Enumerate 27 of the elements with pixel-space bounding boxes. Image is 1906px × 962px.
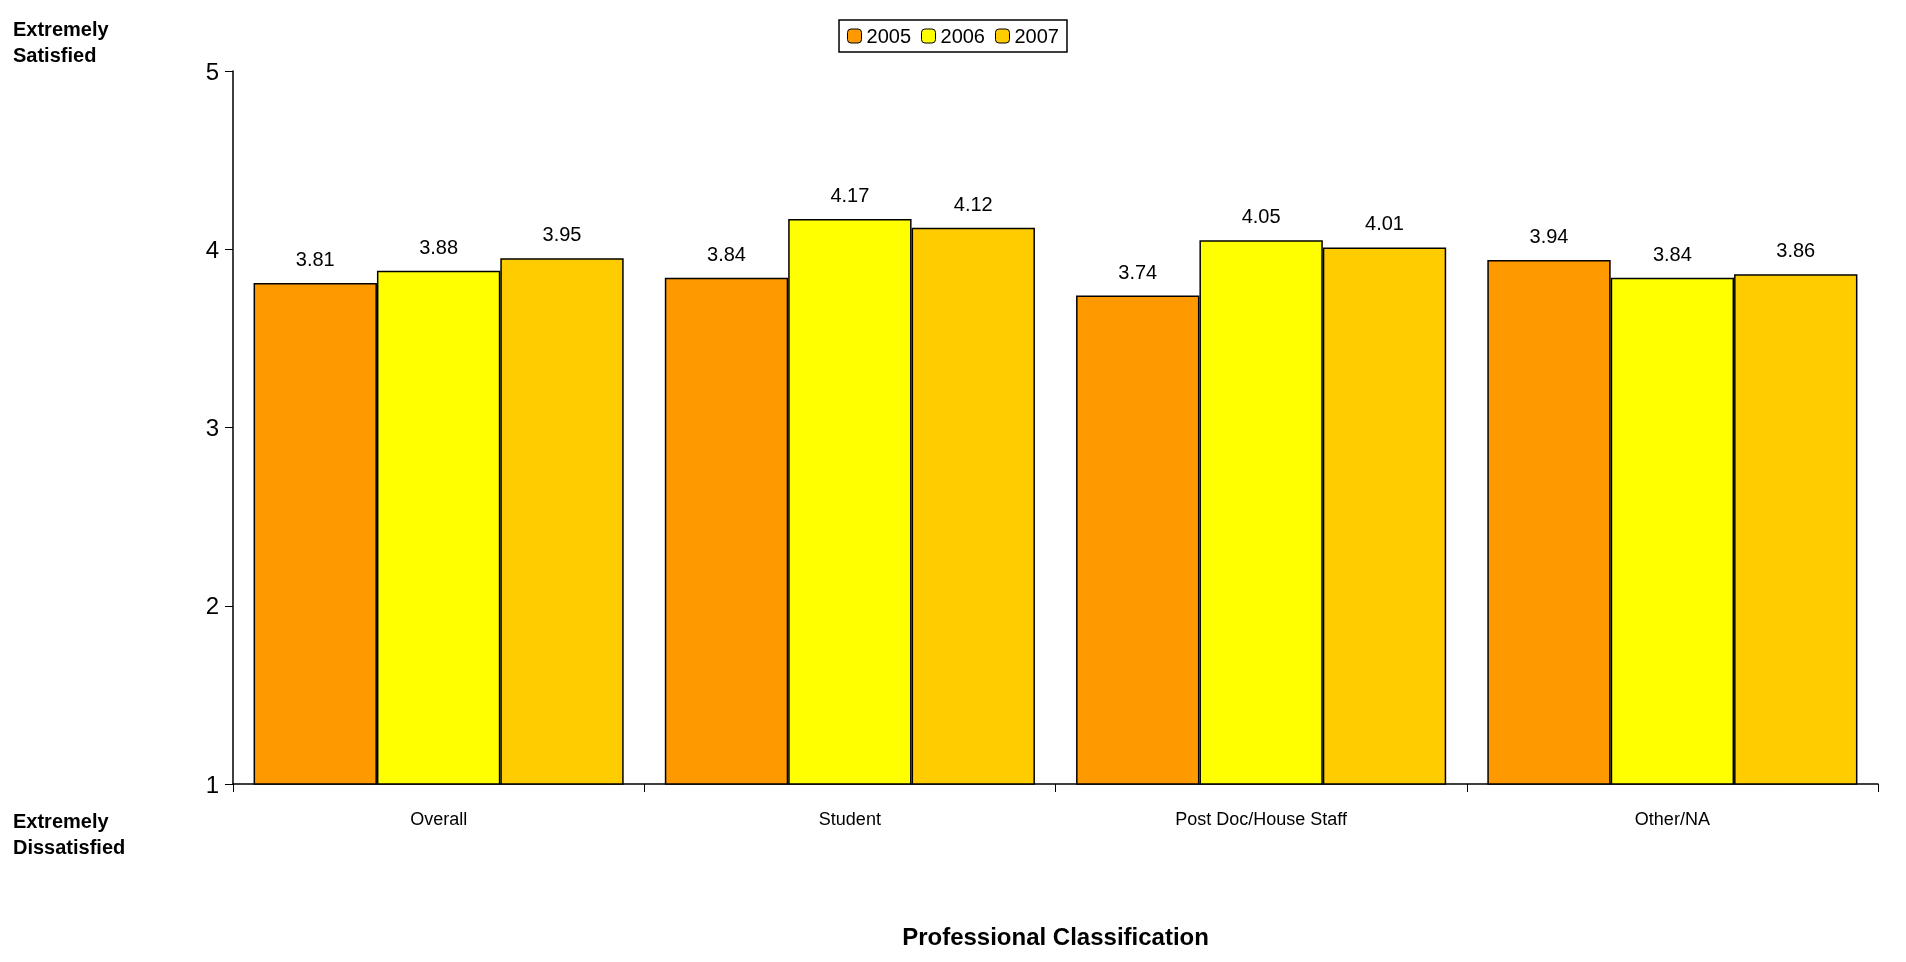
legend-label: 2006 bbox=[940, 25, 985, 47]
legend-label: 2007 bbox=[1014, 25, 1059, 47]
y-tick-label: 4 bbox=[205, 235, 219, 263]
data-label: 3.74 bbox=[1118, 260, 1158, 283]
y-tick-label: 1 bbox=[205, 770, 219, 798]
text: Extremely Dissatisfied bbox=[13, 810, 126, 858]
y-tick-label: 5 bbox=[205, 57, 219, 85]
data-label: 4.12 bbox=[953, 192, 993, 215]
x-tick-label: Overall bbox=[410, 809, 468, 829]
data-label: 3.84 bbox=[1652, 242, 1692, 265]
x-tick-label: Student bbox=[818, 809, 881, 829]
data-label: 3.95 bbox=[542, 223, 582, 246]
x-tick-label: Other/NA bbox=[1634, 809, 1710, 829]
data-label: 4.17 bbox=[830, 183, 870, 206]
data-label: 3.86 bbox=[1776, 239, 1816, 262]
text: Extremely Satisfied bbox=[13, 18, 115, 66]
data-label: 3.81 bbox=[295, 248, 335, 271]
x-tick-label: Post Doc/House Staff bbox=[1175, 809, 1348, 829]
legend-label: 2005 bbox=[866, 25, 912, 47]
x-axis-title: Professional Classification bbox=[902, 922, 1209, 950]
y-tick-label: 2 bbox=[205, 592, 219, 620]
data-label: 3.88 bbox=[419, 235, 459, 258]
data-label: 3.84 bbox=[707, 242, 746, 265]
y-tick-label: 3 bbox=[205, 414, 219, 441]
data-label: 3.94 bbox=[1529, 224, 1569, 247]
data-label: 4.01 bbox=[1365, 212, 1404, 235]
data-label: 4.05 bbox=[1241, 205, 1281, 228]
